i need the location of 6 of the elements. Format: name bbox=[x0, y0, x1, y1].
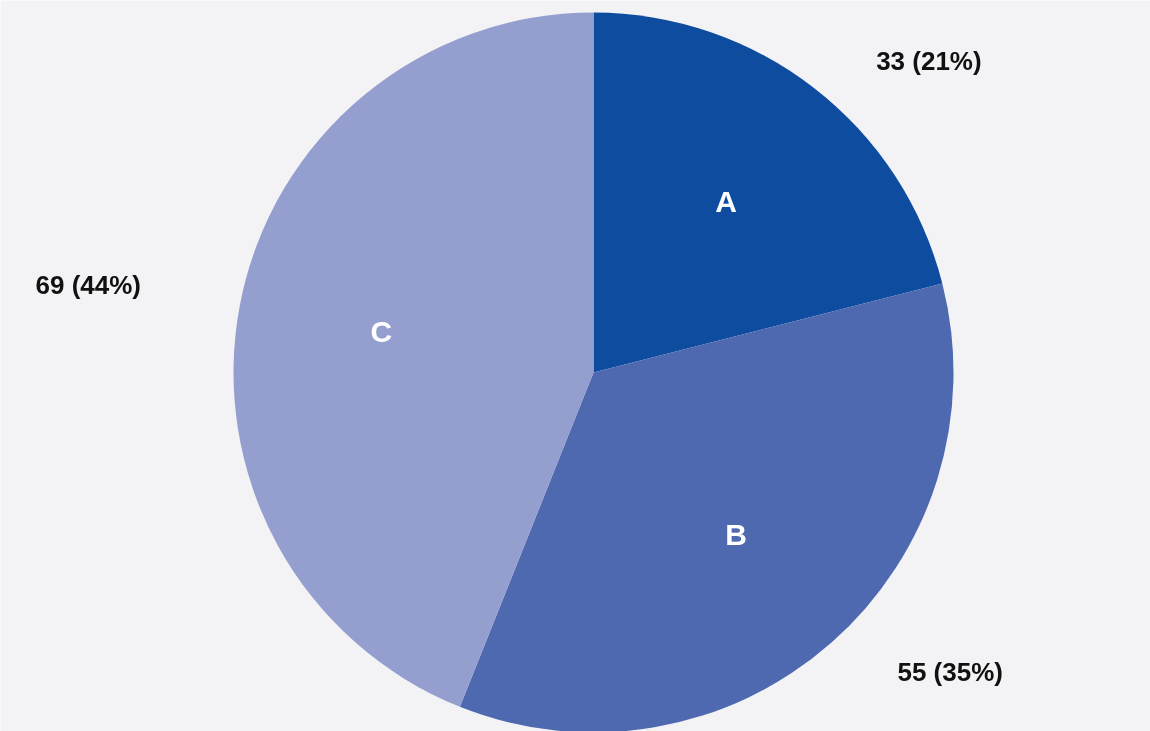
slice-label: B bbox=[725, 518, 747, 552]
data-label: 69 (44%) bbox=[35, 270, 141, 301]
data-label: 55 (35%) bbox=[897, 656, 1003, 687]
slice-label: C bbox=[370, 315, 393, 349]
data-label: 33 (21%) bbox=[876, 45, 982, 76]
slice-label: A bbox=[715, 185, 737, 219]
